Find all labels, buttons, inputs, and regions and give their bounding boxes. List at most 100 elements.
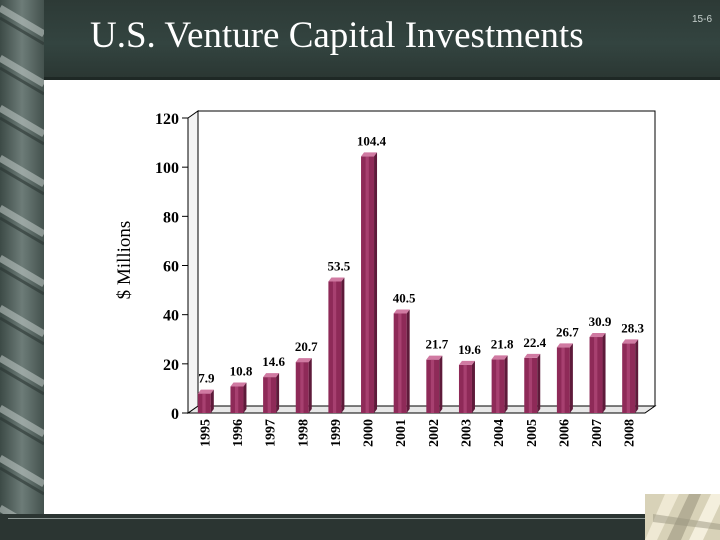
bar-top [295,358,312,363]
x-tick-label: 2006 [557,419,572,447]
slide-title: U.S. Venture Capital Investments [90,15,584,56]
left-decorative-band [0,0,44,540]
bar-top [393,309,410,314]
bar-side [341,277,345,413]
data-label: 30.9 [589,314,612,329]
bar-top [589,333,606,338]
page-number: 15-6 [691,14,712,25]
y-tick-label: 20 [163,357,179,374]
data-labels: 7.9 10.8 14.6 20.7 53.5 104.4 40.5 21.7 19.6 21.8… [198,133,644,385]
bar-side [569,343,573,413]
y-tick-label: 40 [163,308,179,325]
x-tick-label: 1997 [264,419,279,447]
data-label: 7.9 [198,371,215,386]
bar-side [602,333,606,413]
bar-top [556,343,573,348]
data-label: 40.5 [393,290,416,305]
bar-highlight [463,364,467,413]
bar-top [491,355,508,360]
y-tick-label: 120 [155,111,179,128]
bar-side [308,358,312,413]
bar-highlight [398,313,402,413]
bar-2003 [458,360,475,413]
bar-top [197,389,214,394]
data-label: 53.5 [328,258,351,273]
bar-2008 [622,339,639,413]
x-tick-label: 2005 [525,419,540,447]
bar-1997 [263,373,280,413]
bar-1995 [197,389,214,413]
bar-1999 [328,277,345,413]
bar-side [439,355,443,413]
footer-bar [0,514,660,540]
data-label: 26.7 [556,324,579,339]
bar-top [622,339,639,344]
data-label: 104.4 [357,133,387,148]
bar-chart: 0 20 40 60 80 100 120 7.9 10.8 14.6 20.7 53.5 104.4… [114,110,657,447]
bar-highlight [430,359,435,413]
bar-top [230,382,247,387]
bar-side [406,309,410,413]
bar-side [210,389,214,413]
data-label: 10.8 [230,363,253,378]
data-label: 20.7 [295,339,318,354]
y-tick-label: 100 [155,160,179,177]
bar-2001 [393,309,410,413]
bar-highlight [561,347,565,413]
x-tick-label: 2004 [492,419,507,447]
x-axis: 1995 1996 1997 1998 1999 2000 2001 2002 2003 2004… [198,419,637,447]
bar-side [243,382,247,413]
bar-2002 [426,355,443,413]
bars [197,152,639,413]
bar-2005 [524,353,541,413]
bar-1998 [295,358,312,413]
bar-top [263,373,280,378]
bar-top [426,355,443,360]
bar-highlight [202,393,206,413]
x-tick-label: 2008 [623,419,638,447]
x-tick-label: 1999 [329,419,344,447]
data-label: 19.6 [458,342,481,357]
y-tick-label: 0 [171,406,179,423]
x-tick-label: 2007 [590,419,605,447]
bar-top [458,360,475,365]
x-tick-label: 2001 [394,419,409,447]
y-tick-label: 80 [163,209,179,226]
corner-decorative-image [645,494,720,540]
bar-highlight [496,359,500,413]
bar-highlight [365,156,369,413]
y-tick-label: 60 [163,259,179,276]
bar-top [328,277,345,282]
bar-highlight [332,281,337,413]
bar-side [374,152,378,413]
x-tick-label: 1996 [231,419,246,447]
bar-top [361,152,378,157]
y-axis-title: $ Millions [114,221,135,300]
bar-side [471,360,475,413]
bar-1996 [230,382,247,413]
plot-side-wall [187,110,199,414]
data-label: 28.3 [621,320,644,335]
x-tick-label: 2002 [427,419,442,447]
chart-frame [186,110,657,414]
bar-side [276,373,280,413]
data-label: 22.4 [523,335,546,350]
bar-top [524,353,541,358]
plot-back-wall [197,110,656,407]
bar-highlight [594,337,598,413]
x-tick-label: 2003 [459,419,474,447]
bar-2007 [589,333,606,413]
x-tick-label: 1995 [198,419,213,447]
bar-side [635,339,639,413]
data-label: 14.6 [262,354,285,369]
bar-highlight [626,343,630,413]
bar-side [537,353,541,413]
title-bar [44,0,720,80]
x-tick-label: 1998 [296,419,311,447]
bar-highlight [267,377,271,413]
bar-highlight [528,357,533,413]
bar-2004 [491,355,508,413]
data-label: 21.8 [491,336,514,351]
bar-2006 [556,343,573,413]
